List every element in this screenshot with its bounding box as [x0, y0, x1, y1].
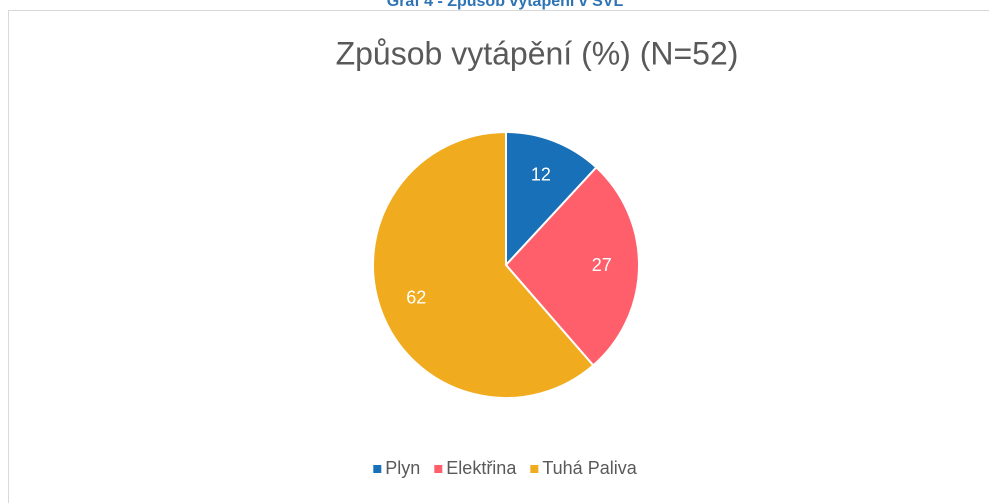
- legend-swatch: [434, 465, 443, 473]
- chart-title: Způsob vytápění (%) (N=52): [336, 35, 739, 71]
- chart-caption: Graf 4 - Způsob vytápění v SVL: [387, 0, 624, 10]
- data-label: 27: [592, 255, 612, 275]
- legend-swatch: [530, 465, 539, 473]
- pie-slice: [504, 165, 640, 367]
- legend-label: Elektřina: [446, 458, 517, 478]
- legend-label: Tuhá Paliva: [542, 458, 637, 478]
- legend-label: Plyn: [385, 458, 420, 478]
- pie-slice: [505, 130, 598, 268]
- legend-swatch: [373, 465, 382, 473]
- data-label: 62: [406, 287, 426, 307]
- pie-slice: [372, 130, 595, 399]
- data-label: 12: [531, 165, 551, 185]
